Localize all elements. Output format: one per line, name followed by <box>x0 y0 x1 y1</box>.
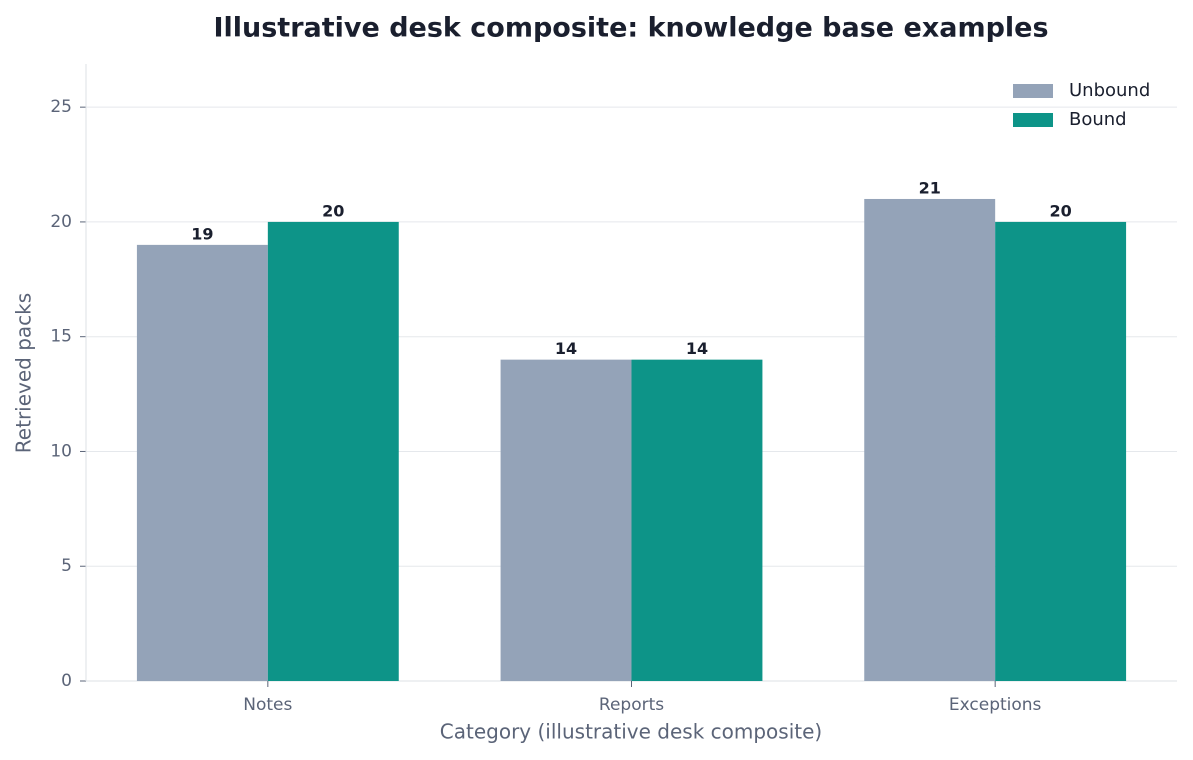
value-label: 14 <box>686 339 708 358</box>
y-tick-label: 25 <box>50 97 72 117</box>
bar <box>864 198 996 681</box>
legend-label: Unbound <box>1069 80 1150 101</box>
bar <box>136 244 268 681</box>
bar <box>500 359 632 681</box>
bar <box>995 221 1127 682</box>
value-label: 14 <box>555 339 577 358</box>
value-label: 21 <box>919 178 941 197</box>
x-tick-label: Exceptions <box>949 695 1042 715</box>
chart-title: Illustrative desk composite: knowledge b… <box>213 13 1048 44</box>
value-label: 20 <box>1049 201 1071 220</box>
y-tick-label: 10 <box>50 441 72 461</box>
x-tick-label: Reports <box>599 695 664 715</box>
y-tick-label: 15 <box>50 327 72 347</box>
x-tick-label: Notes <box>243 695 292 715</box>
y-tick-label: 20 <box>50 212 72 232</box>
value-label: 19 <box>191 224 213 243</box>
y-axis-label: Retrieved packs <box>12 293 36 453</box>
bar <box>631 359 763 681</box>
legend-swatch <box>1013 113 1053 127</box>
legend-label: Bound <box>1069 109 1127 130</box>
value-label: 20 <box>322 201 344 220</box>
legend-swatch <box>1013 84 1053 98</box>
y-tick-label: 0 <box>61 671 72 691</box>
y-tick-label: 5 <box>61 556 72 576</box>
bar <box>267 221 399 682</box>
x-axis-label: Category (illustrative desk composite) <box>440 720 822 744</box>
